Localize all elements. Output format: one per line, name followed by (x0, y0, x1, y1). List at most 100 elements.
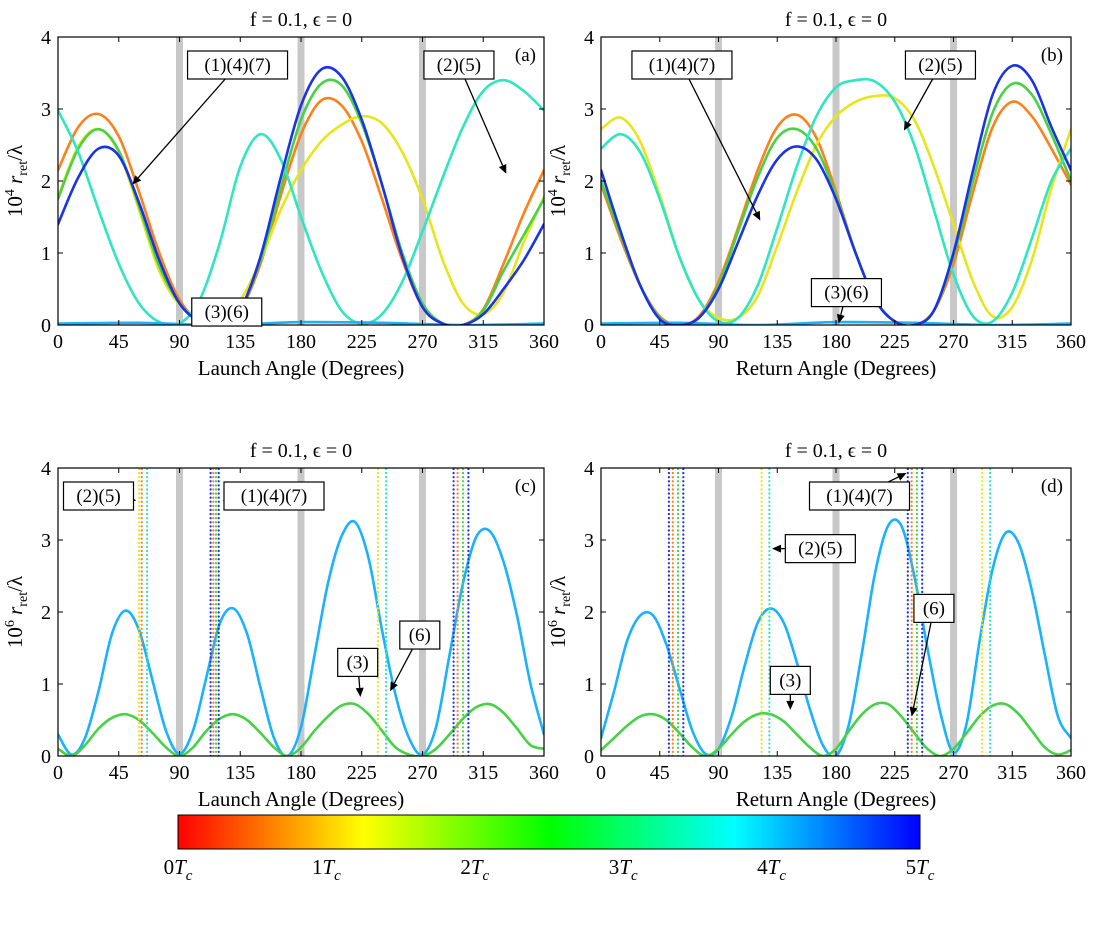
x-tick-label: 180 (821, 762, 851, 784)
x-axis-label: Launch Angle (Degrees) (198, 787, 404, 811)
x-tick-label: 135 (225, 762, 255, 784)
x-tick-label: 135 (225, 331, 255, 353)
annotation-2: (3) (769, 665, 811, 710)
x-tick-label: 0 (596, 762, 606, 784)
x-tick-label: 225 (347, 762, 377, 784)
panel-d: 0 45 90 135 180 225 270 315 360 0 1 2 3 4 f = 0.1, ϵ =… (546, 440, 1086, 811)
panel-a: 0 45 90 135 180 225 270 315 360 0 1 2 3 4 f = 0.1, ϵ =… (3, 9, 559, 380)
y-tick-label: 0 (584, 315, 594, 337)
y-tick-label: 2 (41, 602, 51, 624)
annotation-arrowhead (786, 700, 795, 710)
colorbar-tick-label: 4Tc (757, 855, 786, 884)
band-2 (950, 37, 957, 325)
y-tick-label: 1 (41, 674, 51, 696)
x-tick-label: 0 (53, 762, 63, 784)
band-2 (419, 468, 426, 756)
x-tick-label: 0 (596, 331, 606, 353)
annotation-2: (3)(6) (810, 278, 883, 324)
series-5-c5 (601, 64, 1071, 325)
series-0-c0 (58, 96, 544, 325)
x-tick-label: 315 (997, 331, 1027, 353)
annotation-text: (1)(4)(7) (204, 55, 270, 76)
colorbar-tick-label: 5Tc (906, 855, 935, 884)
x-tick-label: 45 (650, 762, 670, 784)
annotation-text: (1)(4)(7) (241, 486, 307, 507)
annotation-box (769, 665, 811, 696)
y-axis-label: 104 rret/λ (546, 144, 574, 217)
x-tick-label: 135 (762, 762, 792, 784)
x-tick-label: 90 (709, 331, 729, 353)
annotation-arrowhead (752, 210, 761, 221)
annotation-text: (1)(4)(7) (649, 55, 715, 76)
annotation-arrow-line (912, 622, 932, 708)
annotation-2: (3) (337, 647, 379, 697)
x-tick-label: 270 (408, 762, 438, 784)
y-axis-label: 106 rret/λ (3, 575, 31, 648)
annotation-box (62, 481, 135, 511)
y-tick-label: 2 (584, 171, 594, 193)
annotation-1: (2)(5) (423, 50, 507, 174)
panel-title: f = 0.1, ϵ = 0 (250, 440, 352, 462)
annotation-arrow-line (358, 676, 361, 689)
x-tick-label: 45 (109, 331, 129, 353)
annotation-0: (1)(4)(7) (808, 473, 911, 511)
x-tick-label: 225 (880, 762, 910, 784)
annotation-arrowhead (132, 175, 142, 185)
annotation-text: (6) (923, 598, 945, 619)
x-tick-label: 315 (468, 331, 498, 353)
band-1 (832, 37, 840, 325)
y-tick-label: 3 (584, 530, 594, 552)
x-tick-label: 315 (468, 762, 498, 784)
annotation-arrowhead (772, 544, 782, 553)
annotation-arrowhead (390, 681, 398, 692)
annotation-box (808, 481, 911, 511)
y-tick-label: 1 (584, 243, 594, 265)
annotation-box (423, 50, 495, 80)
series-5-c5 (58, 66, 544, 325)
annotation-arrowhead (355, 687, 364, 697)
annotation-0: (2)(5) (62, 481, 137, 511)
annotation-text: (2)(5) (798, 539, 842, 560)
x-tick-label: 315 (997, 762, 1027, 784)
annotation-box (223, 481, 325, 511)
annotation-arrow-line (137, 78, 226, 179)
annotation-1: (2)(5) (903, 50, 977, 131)
y-tick-label: 3 (41, 530, 51, 552)
annotation-text: (1)(4)(7) (826, 486, 892, 507)
annotation-text: (2)(5) (76, 486, 120, 507)
x-tick-label: 45 (650, 331, 670, 353)
x-tick-label: 180 (821, 331, 851, 353)
annotation-arrow-line (907, 78, 934, 124)
y-tick-label: 4 (41, 27, 51, 49)
y-tick-label: 0 (41, 315, 51, 337)
y-tick-label: 0 (584, 746, 594, 768)
annotation-text: (3) (779, 670, 801, 691)
annotation-arrowhead (909, 706, 918, 717)
panel-letter: (a) (515, 45, 536, 66)
annotation-text: (3) (347, 652, 369, 673)
band-0 (176, 468, 183, 756)
colorbar-tick-label: 2Tc (460, 855, 489, 884)
y-tick-label: 4 (584, 458, 594, 480)
panel-title: f = 0.1, ϵ = 0 (250, 9, 352, 31)
annotation-2: (3)(6) (191, 297, 263, 327)
panel-letter: (d) (1041, 476, 1063, 497)
annotation-arrow-line (393, 648, 413, 684)
annotation-arrowhead (896, 473, 907, 481)
x-tick-label: 90 (170, 331, 190, 353)
series-0-c4 (601, 518, 1071, 756)
annotation-arrow-line (840, 306, 844, 315)
x-axis-label: Return Angle (Degrees) (736, 356, 937, 380)
band-0 (715, 37, 722, 325)
annotation-box (904, 50, 977, 80)
annotation-text: (3)(6) (824, 283, 868, 304)
band-0 (715, 468, 722, 756)
y-tick-label: 3 (41, 99, 51, 121)
annotation-box (810, 278, 883, 308)
annotation-arrow-line (887, 476, 899, 483)
panel-letter: (c) (515, 476, 536, 497)
annotation-text: (2)(5) (437, 55, 481, 76)
x-tick-label: 360 (529, 762, 559, 784)
y-tick-label: 4 (584, 27, 594, 49)
